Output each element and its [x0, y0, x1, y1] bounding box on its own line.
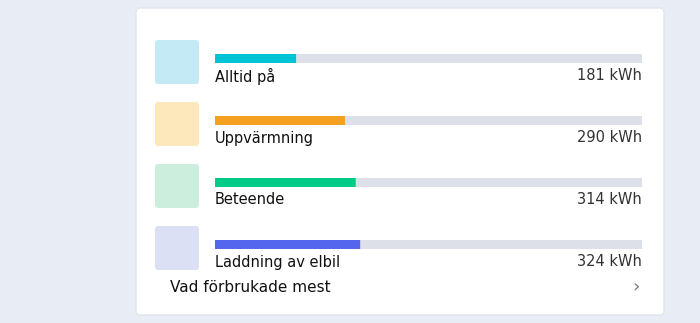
FancyBboxPatch shape — [155, 164, 199, 208]
FancyBboxPatch shape — [136, 8, 664, 315]
Text: Uppvärmning: Uppvärmning — [215, 130, 314, 145]
Text: 290 kWh: 290 kWh — [577, 130, 642, 145]
FancyBboxPatch shape — [215, 240, 642, 249]
Text: Alltid på: Alltid på — [215, 68, 275, 85]
FancyBboxPatch shape — [215, 116, 345, 125]
Text: 314 kWh: 314 kWh — [578, 193, 642, 207]
FancyBboxPatch shape — [215, 116, 642, 125]
FancyBboxPatch shape — [155, 40, 199, 84]
Text: 324 kWh: 324 kWh — [577, 255, 642, 269]
Text: Laddning av elbil: Laddning av elbil — [215, 255, 340, 269]
Text: Beteende: Beteende — [215, 193, 286, 207]
Text: 181 kWh: 181 kWh — [577, 68, 642, 84]
FancyBboxPatch shape — [215, 54, 642, 63]
FancyBboxPatch shape — [155, 226, 199, 270]
FancyBboxPatch shape — [215, 178, 356, 187]
Text: Vad förbrukade mest: Vad förbrukade mest — [170, 279, 330, 295]
Text: ›: › — [633, 278, 640, 296]
FancyBboxPatch shape — [215, 178, 642, 187]
FancyBboxPatch shape — [215, 54, 296, 63]
FancyBboxPatch shape — [215, 240, 360, 249]
FancyBboxPatch shape — [155, 102, 199, 146]
